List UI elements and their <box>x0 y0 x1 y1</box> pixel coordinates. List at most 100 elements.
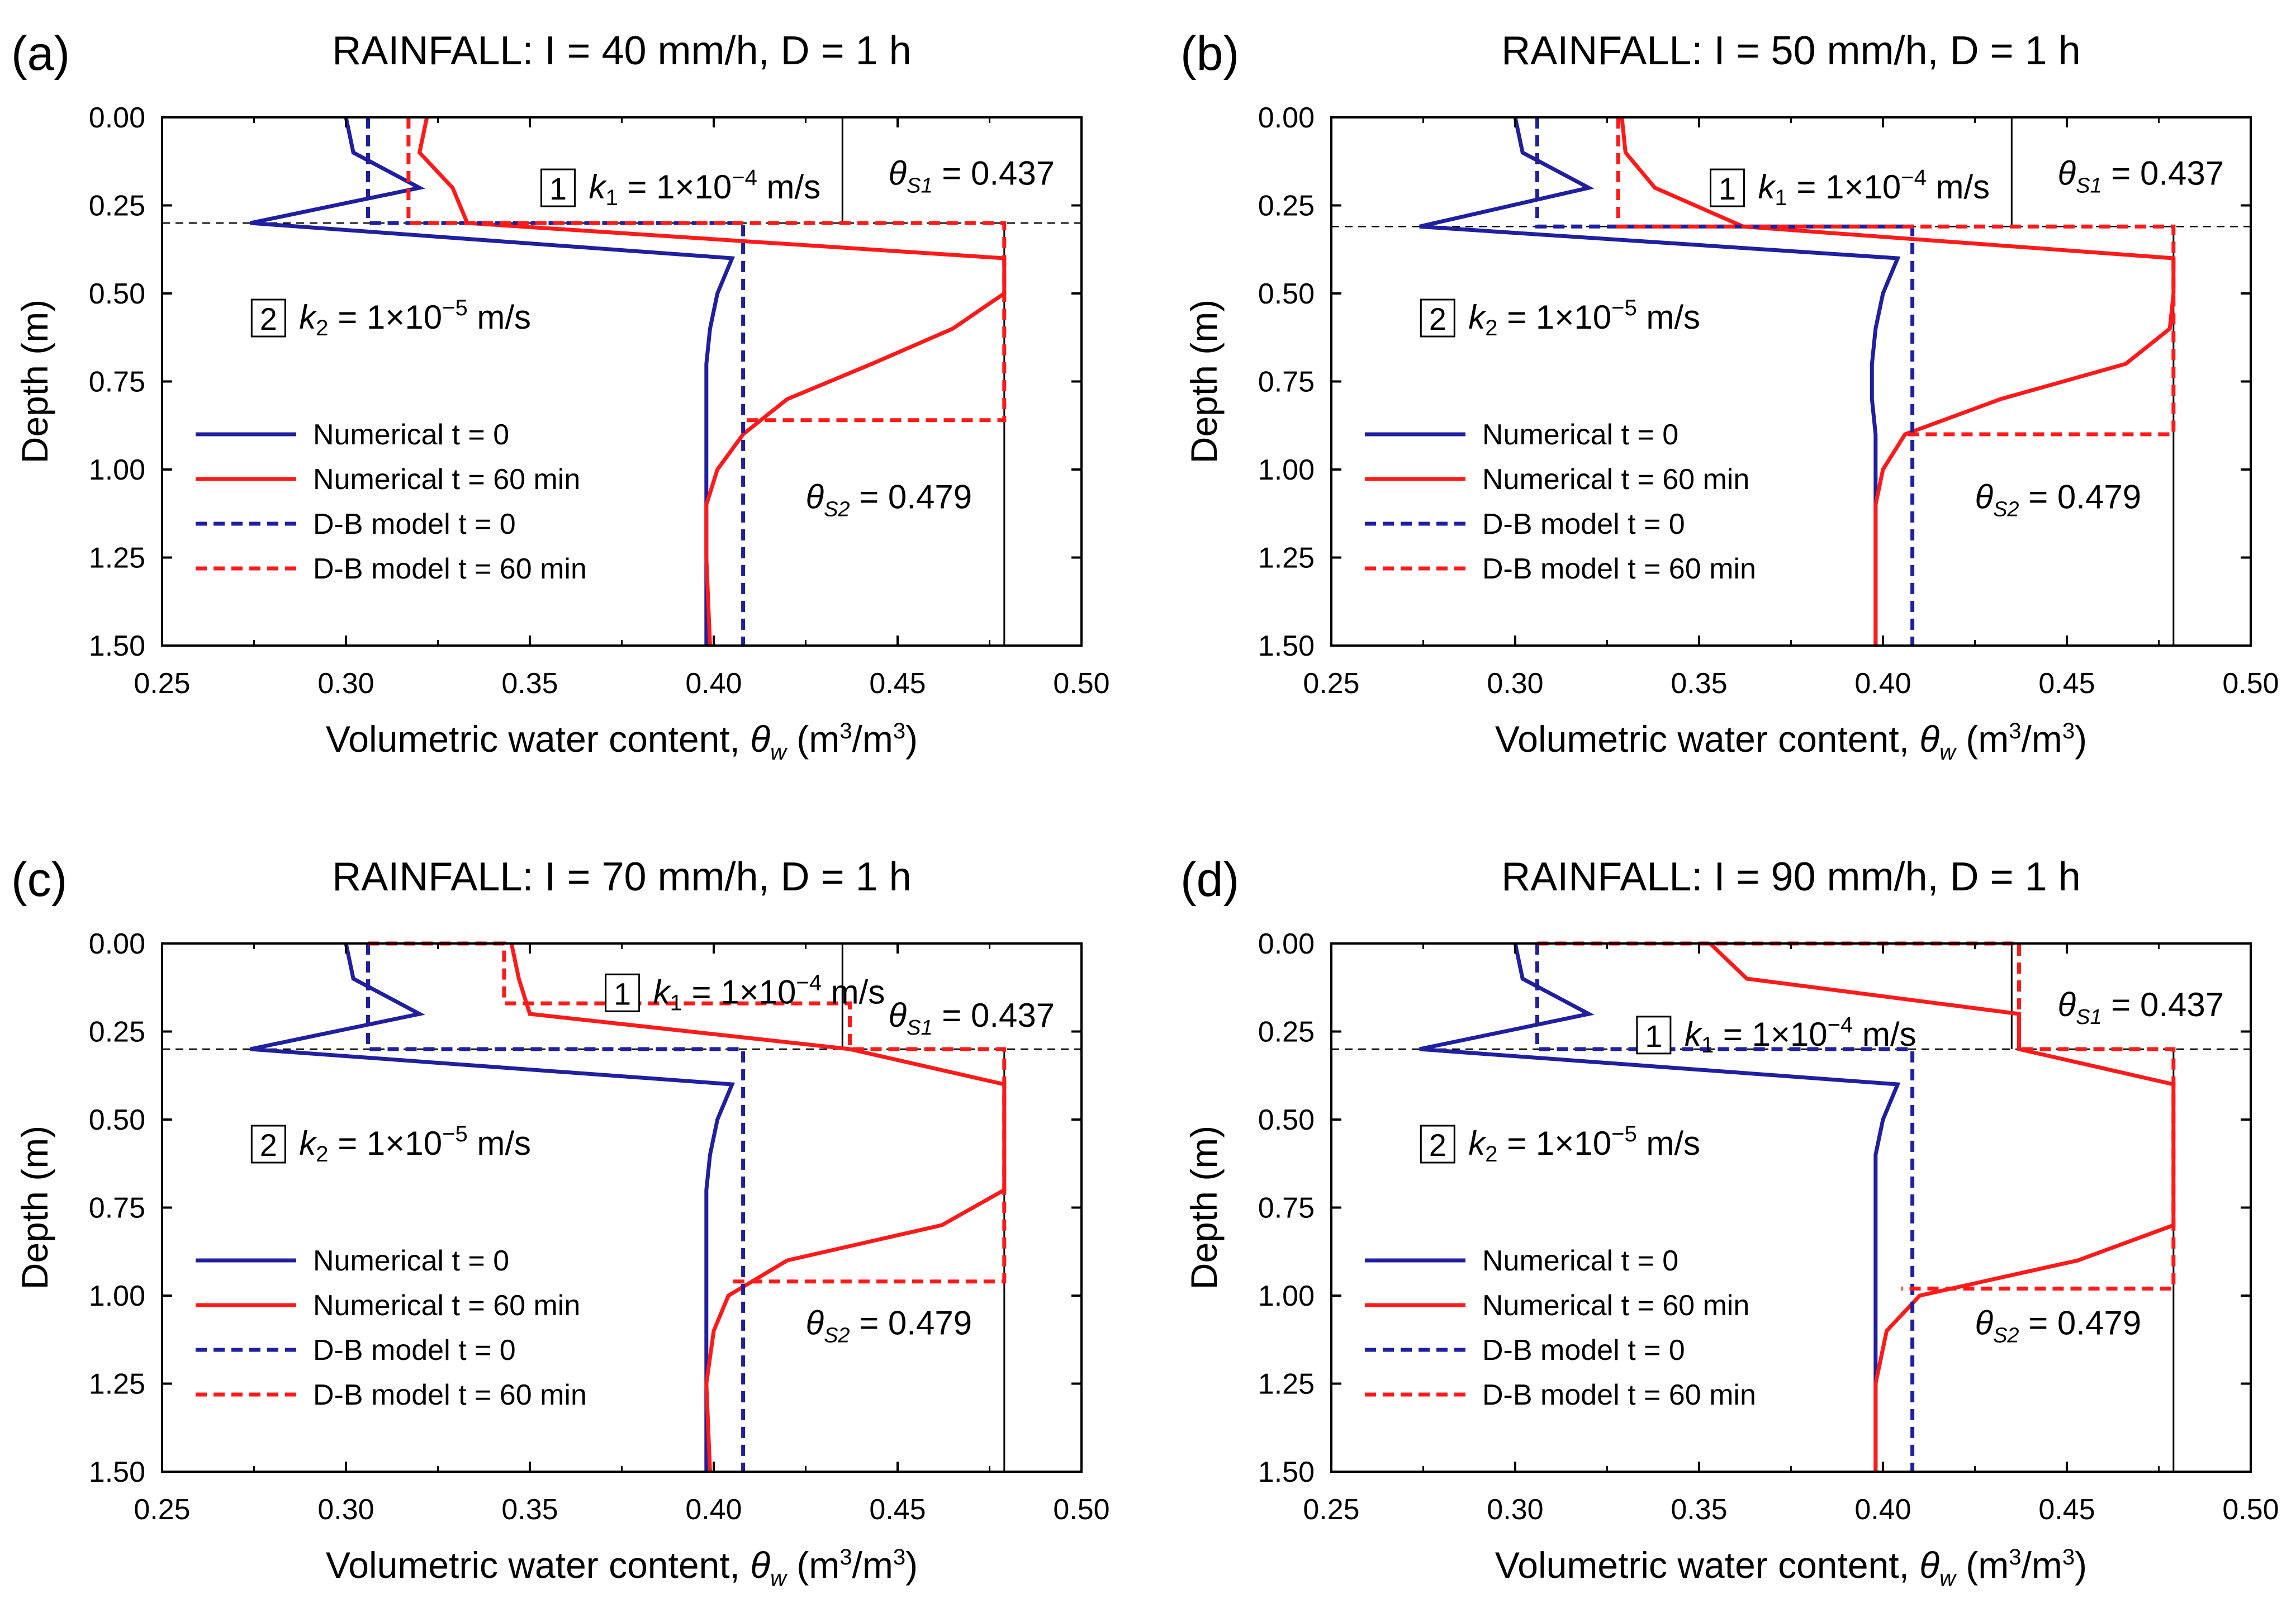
theta-s1-value: = 0.437 <box>933 997 1055 1034</box>
x-label-theta: θ <box>750 1544 770 1586</box>
x-tick-label: 0.35 <box>1671 1493 1727 1526</box>
legend-label: D-B model t = 0 <box>313 508 516 540</box>
x-tick-label: 0.50 <box>2222 1493 2279 1526</box>
y-tick-label: 1.25 <box>89 542 145 575</box>
y-axis-label: Depth (m) <box>14 300 55 463</box>
theta-s2-value: = 0.479 <box>2019 478 2142 515</box>
chart-panel: (a) RAINFALL: I = 40 mm/h, D = 1 h 0.25 0.3… <box>11 27 1110 765</box>
series-line <box>1620 117 2176 646</box>
panel-label: (d) <box>1180 853 1239 907</box>
legend-label: Numerical t = 60 min <box>313 463 580 496</box>
y-axis-label: Depth (m) <box>14 1126 55 1289</box>
theta-s1-value: = 0.437 <box>2102 155 2224 192</box>
legend-label: Numerical t = 60 min <box>1482 463 1749 496</box>
x-label-end: ) <box>2075 1544 2087 1586</box>
theta-s1-sub: S1 <box>2076 1006 2101 1029</box>
layer2-box <box>1420 298 1455 338</box>
layer1-box <box>1636 1016 1672 1055</box>
y-axis-label: Depth (m) <box>1183 1126 1225 1289</box>
series-line <box>366 943 746 1472</box>
legend-label: Numerical t = 0 <box>313 419 509 451</box>
k2-sub: 2 <box>316 316 328 340</box>
theta-s2-sub: S2 <box>824 1324 850 1347</box>
x-label-end: ) <box>905 718 918 760</box>
legend-label: D-B model t = 0 <box>1482 508 1685 540</box>
x-tick-label: 0.35 <box>501 1493 558 1526</box>
theta-s2-value: = 0.479 <box>2019 1304 2142 1341</box>
k2-exp: −5 <box>442 1122 468 1146</box>
x-tick-label: 0.30 <box>1487 667 1543 700</box>
theta-s1-label: θS1 = 0.437 <box>889 997 1055 1040</box>
layer1-k-label: k1 = 1×10−4 m/s <box>653 970 885 1015</box>
y-tick-label: 0.25 <box>1258 1016 1315 1049</box>
theta-s2-label: θS2 = 0.479 <box>1975 478 2142 521</box>
k2-pre: = 1×10 <box>1498 1125 1612 1162</box>
k1-exp: −4 <box>1828 1013 1853 1037</box>
k2-pre: = 1×10 <box>1498 298 1612 336</box>
chart-title: RAINFALL: I = 70 mm/h, D = 1 h <box>332 855 911 899</box>
k2-post: m/s <box>1637 1125 1700 1162</box>
layer1-box <box>605 973 641 1012</box>
x-tick-label: 0.45 <box>869 1493 926 1526</box>
x-label-main: Volumetric water content, <box>1495 1544 1919 1586</box>
x-label-sup: 3 <box>839 1545 852 1569</box>
k2-post: m/s <box>1637 298 1700 336</box>
theta-s2-label: θS2 = 0.479 <box>806 478 973 521</box>
x-label-sup: 3 <box>2062 1545 2075 1569</box>
theta-s1-sub: S1 <box>2076 174 2101 198</box>
y-tick-label: 0.75 <box>89 366 145 399</box>
k2-symbol: k <box>1468 1125 1487 1162</box>
y-tick-label: 1.00 <box>1258 454 1315 486</box>
chart-panel: (d) RAINFALL: I = 90 mm/h, D = 1 h 0.25 0.3… <box>1180 853 2279 1591</box>
theta-s1-value: = 0.437 <box>933 155 1055 192</box>
x-tick-label: 0.35 <box>1671 667 1727 700</box>
y-tick-label: 0.25 <box>89 190 145 222</box>
theta-s2-value: = 0.479 <box>850 478 973 515</box>
theta-s1-value: = 0.437 <box>2102 986 2224 1023</box>
y-tick-label: 1.00 <box>89 454 145 486</box>
x-label-theta: θ <box>1919 718 1939 760</box>
series-line <box>368 941 1007 1284</box>
legend-label: Numerical t = 60 min <box>1482 1289 1749 1322</box>
layer2-k-label: k2 = 1×10−5 m/s <box>1468 1122 1700 1167</box>
k1-symbol: k <box>653 973 672 1011</box>
theta-s2-label: θS2 = 0.479 <box>1975 1304 2142 1347</box>
x-axis-label: Volumetric water content, θw (m3/m3) <box>326 1544 918 1591</box>
x-tick-label: 0.45 <box>869 667 926 700</box>
legend-label: D-B model t = 60 min <box>313 1379 587 1411</box>
y-tick-label: 1.50 <box>1258 630 1315 662</box>
x-label-theta: θ <box>1919 1544 1939 1586</box>
x-tick-label: 0.30 <box>1487 1493 1543 1526</box>
theta-s2-sub: S2 <box>1993 1324 2019 1347</box>
k2-sub: 2 <box>1485 1142 1497 1167</box>
theta-s2-sub: S2 <box>824 497 850 521</box>
x-label-units: (m <box>1956 718 2009 760</box>
legend-label: D-B model t = 60 min <box>1482 553 1756 585</box>
layer2-number: 2 <box>260 1127 277 1163</box>
x-axis-label: Volumetric water content, θw (m3/m3) <box>1495 718 2087 765</box>
x-label-main: Volumetric water content, <box>1495 718 1919 760</box>
x-label-end: ) <box>905 1544 918 1586</box>
y-tick-label: 0.50 <box>1258 1104 1315 1136</box>
x-label-units: (m <box>1956 1544 2009 1586</box>
x-axis-label: Volumetric water content, θw (m3/m3) <box>1495 1544 2087 1591</box>
theta-s2-symbol: θ <box>1975 1304 1994 1341</box>
x-tick-label: 0.25 <box>1303 1493 1359 1526</box>
y-tick-label: 1.50 <box>1258 1456 1315 1488</box>
theta-s1-symbol: θ <box>889 997 907 1034</box>
x-label-theta: θ <box>750 718 770 760</box>
y-tick-label: 0.00 <box>1258 928 1315 960</box>
layer1-number: 1 <box>549 171 567 206</box>
series-line <box>250 943 736 1472</box>
x-label-sup: 3 <box>893 1545 905 1569</box>
y-tick-label: 0.00 <box>89 102 145 134</box>
x-label-end: ) <box>2075 718 2087 760</box>
theta-s1-symbol: θ <box>2058 155 2076 192</box>
k1-symbol: k <box>589 168 607 206</box>
theta-s1-symbol: θ <box>2058 986 2076 1023</box>
y-tick-label: 0.75 <box>89 1192 145 1225</box>
k1-sub: 1 <box>605 186 618 210</box>
theta-s1-symbol: θ <box>889 155 907 192</box>
x-label-sup: 3 <box>839 719 852 743</box>
legend-label: Numerical t = 0 <box>1482 419 1678 451</box>
